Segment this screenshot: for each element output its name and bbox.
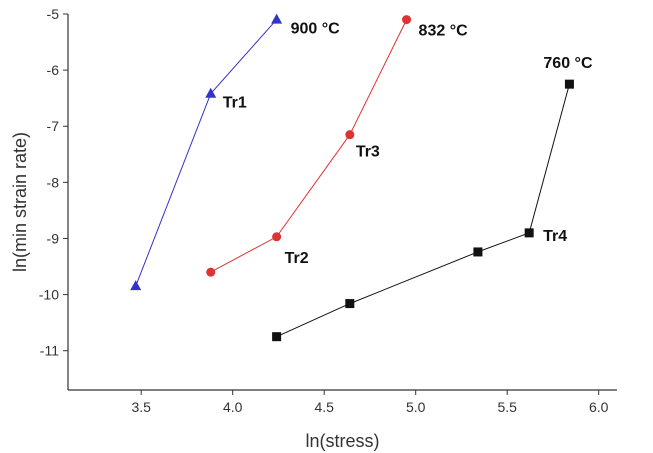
data-point: [130, 280, 142, 291]
data-point: [564, 79, 574, 89]
x-tick-label: 5.5: [497, 399, 517, 415]
y-tick-label: -10: [39, 287, 59, 303]
data-point: [272, 332, 282, 342]
data-point: [345, 299, 355, 309]
x-tick-label: 4.5: [314, 399, 334, 415]
axes: 3.5 4.0 4.5 5.0 5.5 6.0 -5 -6 -7 -8 -9 -10 -11: [39, 6, 617, 415]
data-point: [271, 13, 283, 24]
x-tick-label: 3.5: [131, 399, 151, 415]
series-2: [206, 15, 412, 277]
y-tick-label: -9: [47, 230, 60, 246]
annotation-label: Tr4: [543, 228, 567, 245]
series-layer: [130, 13, 574, 342]
x-tick-label: 4.0: [223, 399, 243, 415]
y-tick-label: -11: [40, 343, 59, 359]
data-point: [205, 87, 217, 98]
y-tick-label: -5: [47, 6, 60, 22]
x-tick-label: 5.0: [406, 399, 426, 415]
annotation-label: 760 °C: [543, 55, 593, 72]
data-point: [345, 130, 355, 140]
series-1: [130, 13, 283, 291]
series-line: [210, 19, 408, 273]
data-point: [272, 232, 282, 242]
data-point: [206, 267, 216, 277]
x-tick-label: 6.0: [589, 399, 609, 415]
data-point: [402, 15, 412, 25]
annotation-label: Tr1: [223, 95, 247, 112]
y-tick-label: -7: [47, 118, 60, 134]
y-tick-label: -6: [47, 62, 60, 78]
x-axis-title: ln(stress): [305, 431, 379, 451]
annotation-label: Tr3: [356, 144, 380, 161]
y-tick-label: -8: [47, 174, 60, 190]
y-axis-title: ln(min strain rate): [10, 132, 30, 272]
data-point: [473, 247, 483, 257]
plot-background: [68, 14, 617, 390]
data-point: [524, 228, 534, 238]
series-3: [272, 79, 574, 342]
annotation-label: 900 °C: [291, 21, 341, 38]
annotation-label: 832 °C: [419, 23, 469, 40]
annotation-layer: 900 °C 832 °C 760 °C Tr1 Tr2 Tr3 Tr4: [223, 21, 593, 267]
plot-area: [68, 14, 617, 390]
annotation-label: Tr2: [285, 250, 309, 267]
